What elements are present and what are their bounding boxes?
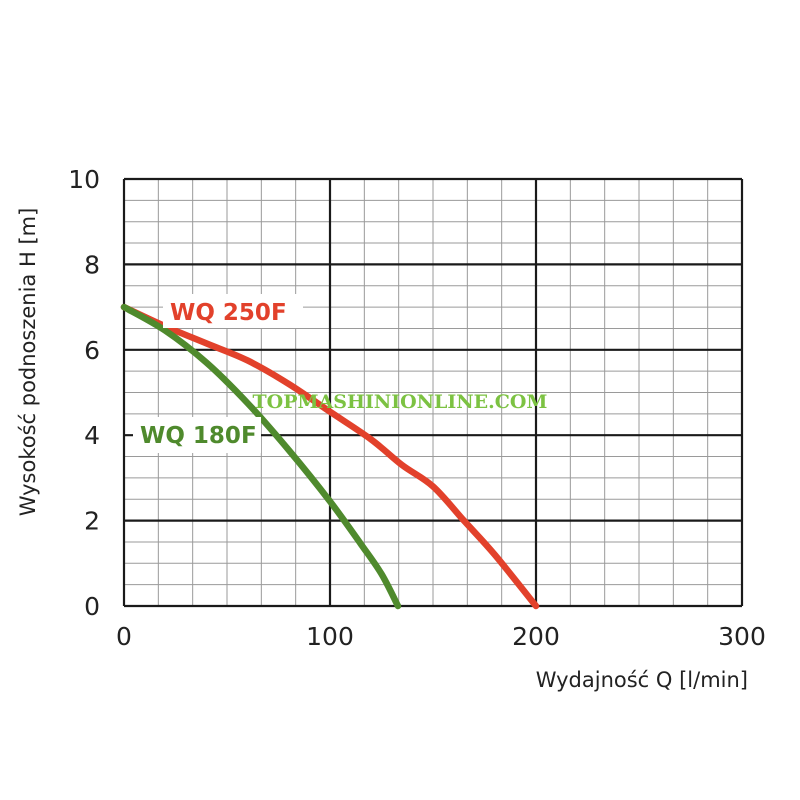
series-label-wq180f: WQ 180F <box>133 417 261 453</box>
series-lines <box>120 303 540 610</box>
series-label-wq250f: WQ 250F <box>163 294 303 328</box>
x-tick-label: 0 <box>116 622 132 651</box>
y-tick-label: 4 <box>84 421 100 450</box>
series-label-wq180f-text: WQ 180F <box>140 423 257 449</box>
y-tick-label: 10 <box>68 165 100 194</box>
series-line-wq180f <box>120 303 402 610</box>
y-tick-label: 8 <box>84 250 100 279</box>
y-tick-label: 6 <box>84 336 100 365</box>
series-label-wq250f-text: WQ 250F <box>170 300 287 326</box>
major-grid <box>122 177 744 608</box>
x-axis-title: Wydajność Q [l/min] <box>536 668 748 692</box>
y-axis-title: Wysokość podnoszenia H [m] <box>16 208 40 517</box>
x-tick-label: 300 <box>718 622 766 651</box>
series-line-wq250f <box>120 303 540 610</box>
x-tick-labels: 0 100 200 300 <box>116 622 766 651</box>
watermark-text: TOPMASHINIONLINE.COM <box>253 391 548 413</box>
x-tick-label: 200 <box>512 622 560 651</box>
x-tick-label: 100 <box>306 622 354 651</box>
y-tick-label: 0 <box>84 592 100 621</box>
y-tick-label: 2 <box>84 507 100 536</box>
y-tick-labels: 0 2 4 6 8 10 <box>68 165 100 621</box>
